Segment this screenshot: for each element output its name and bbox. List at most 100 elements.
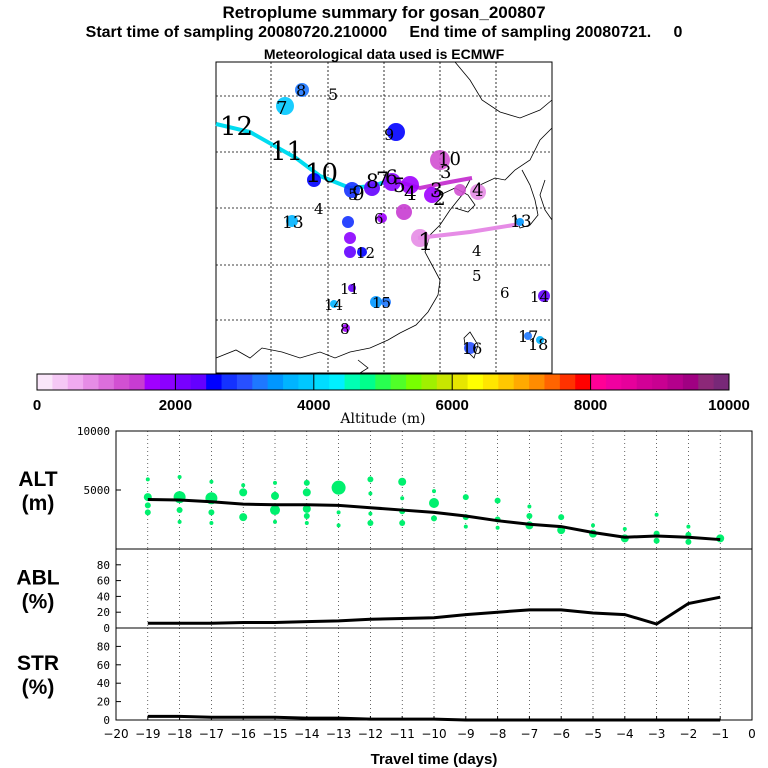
colorbar-swatch (467, 374, 484, 390)
alt-scatter-point (239, 488, 248, 497)
alt-scatter-point (271, 491, 279, 500)
alt-scatter-point (273, 480, 277, 485)
map-day-label: 3 (430, 178, 443, 202)
colorbar-swatch (298, 374, 315, 390)
colorbar-tick-label: 0 (33, 397, 41, 414)
map-day-label: 6 (500, 284, 510, 302)
alt-scatter-point (304, 521, 309, 526)
colorbar-swatch (113, 374, 130, 390)
colorbar-swatch (313, 374, 330, 390)
map-day-label: 16 (462, 339, 482, 358)
colorbar-swatch (359, 374, 376, 390)
x-tick-label: −11 (390, 727, 415, 741)
trajectory-marker (377, 213, 387, 223)
x-axis-label: Travel time (days) (371, 751, 498, 768)
trajectory-marker (538, 290, 550, 302)
x-tick-label: −16 (231, 727, 256, 741)
trajectory-marker (383, 173, 401, 191)
colorbar-swatch (575, 374, 592, 390)
alt-scatter-point (399, 520, 406, 527)
trajectory-marker (286, 215, 298, 227)
trajectory-marker (370, 296, 382, 308)
map-day-label: 11 (270, 137, 303, 167)
alt-scatter-point (398, 477, 407, 486)
str-panel-label: STR (%) (17, 652, 59, 699)
colorbar-swatch (529, 374, 545, 390)
y-tick-label: 80 (97, 559, 110, 572)
alt-median-line (147, 497, 721, 542)
alt-scatter-point (368, 491, 373, 496)
y-tick-label: 40 (97, 677, 110, 690)
alt-scatter-point (208, 509, 215, 516)
colorbar-swatch (206, 374, 223, 390)
trajectory-marker (342, 324, 350, 332)
alt-scatter-point (591, 523, 595, 528)
y-tick-label: 0 (103, 714, 110, 727)
x-tick-label: −19 (135, 727, 160, 741)
map-day-label: 5 (472, 267, 482, 285)
x-tick-label: −12 (358, 727, 383, 741)
alt-scatter-point (209, 521, 214, 526)
alt-scatter-point (686, 524, 691, 529)
trajectory-marker (364, 180, 380, 196)
alt-scatter-point (527, 504, 532, 509)
map-day-label: 11 (340, 280, 359, 298)
alt-scatter-point (653, 537, 660, 544)
alt-scatter-point (462, 494, 469, 501)
colorbar-swatch (129, 374, 146, 390)
alt-scatter-point (273, 519, 277, 524)
trajectory-marker (411, 229, 429, 247)
alt-scatter-point (176, 507, 183, 514)
colorbar-swatch (37, 374, 53, 390)
map-day-label: 15 (372, 294, 391, 312)
abl-series-line (147, 595, 721, 626)
trajectory-marker (424, 187, 440, 203)
trajectory-marker (396, 204, 412, 220)
x-tick-label: −2 (680, 727, 698, 741)
panel-label-line: ALT (18, 468, 57, 491)
y-tick-label: 0 (103, 622, 110, 635)
x-tick-label: −8 (489, 727, 507, 741)
alt-scatter-point (177, 475, 182, 480)
map-day-label: 12 (220, 112, 253, 142)
map-day-label: 7 (276, 98, 287, 119)
colorbar-swatch (544, 374, 561, 390)
panel-label-line: (%) (22, 591, 55, 614)
x-tick-label: −5 (584, 727, 602, 741)
alt-scatter-point (144, 509, 151, 516)
coastline (454, 61, 553, 119)
trajectory-marker (464, 342, 476, 354)
colorbar-swatch (221, 374, 238, 390)
colorbar-swatch (329, 374, 346, 390)
map-day-label: 5 (328, 85, 338, 104)
colorbar-swatch (482, 374, 499, 390)
colorbar-swatch (590, 374, 607, 390)
trajectory-marker (401, 176, 419, 194)
colorbar-swatch (713, 374, 730, 390)
alt-scatter-point (336, 510, 341, 515)
chart-panel-1: 0 20 40 60 80 ABL (%) (16, 548, 753, 635)
colorbar-swatch (98, 374, 115, 390)
colorbar-swatch (636, 374, 653, 390)
panel-label-line: (m) (22, 492, 55, 515)
colorbar-swatch (513, 374, 530, 390)
alt-scatter-point (367, 520, 374, 527)
page-title: Retroplume summary for gosan_200807 (222, 3, 546, 22)
map-day-label: 17 (518, 327, 538, 346)
map-day-label: 12 (356, 244, 375, 262)
y-tick-label: 20 (97, 606, 110, 619)
x-tick-label: −10 (421, 727, 446, 741)
x-tick-label: −6 (552, 727, 570, 741)
colorbar-swatch (252, 374, 269, 390)
colorbar-swatch (682, 374, 699, 390)
trajectory-marker (454, 184, 466, 196)
panel-label-line: (%) (22, 676, 55, 699)
x-tick-label: 0 (748, 727, 756, 741)
trajectory-marker (524, 332, 532, 340)
coastline (215, 179, 471, 359)
alt-scatter-point (241, 483, 246, 488)
alt-scatter-point (302, 504, 311, 513)
x-tick-label: −15 (262, 727, 287, 741)
